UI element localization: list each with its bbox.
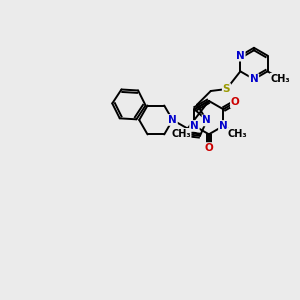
Text: N: N — [179, 129, 188, 139]
Text: S: S — [223, 84, 230, 94]
Text: CH₃: CH₃ — [171, 129, 191, 139]
Text: CH₃: CH₃ — [271, 74, 290, 84]
Text: O: O — [231, 98, 240, 107]
Text: N: N — [219, 121, 228, 131]
Text: N: N — [250, 74, 258, 84]
Text: N: N — [190, 121, 199, 131]
Text: O: O — [205, 143, 213, 153]
Text: N: N — [168, 115, 177, 125]
Text: CH₃: CH₃ — [227, 129, 247, 139]
Text: N: N — [202, 116, 211, 125]
Text: N: N — [236, 51, 245, 61]
